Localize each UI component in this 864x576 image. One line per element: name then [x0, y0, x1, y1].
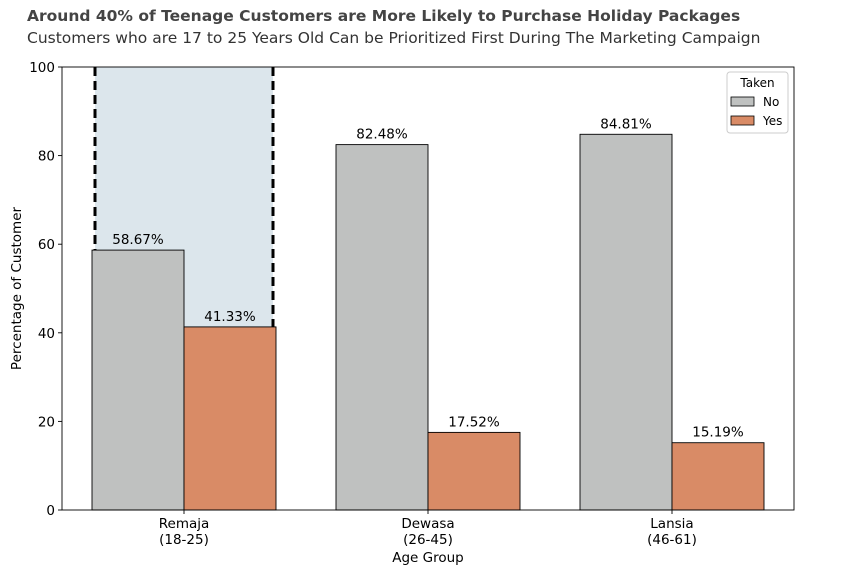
- data-label-no-2: 84.81%: [600, 116, 652, 132]
- y-tick-label-0: 0: [46, 503, 55, 519]
- y-tick-label-1: 20: [38, 414, 55, 430]
- data-label-yes-1: 17.52%: [448, 414, 500, 430]
- bars: [91, 133, 765, 511]
- legend: Taken No Yes: [726, 71, 789, 134]
- bar-no-1: [335, 144, 429, 511]
- axes: 0 20 40 60 80 100 Remaja(18-25) Dewasa(26-45) La…: [9, 60, 795, 566]
- bar-no-2: [579, 133, 673, 511]
- data-label-yes-2: 15.19%: [692, 425, 744, 441]
- x-axis-label: Age Group: [392, 550, 464, 566]
- y-tick-label-4: 80: [38, 149, 55, 165]
- bar-yes-2: [671, 442, 765, 511]
- bar-no-0: [91, 249, 185, 511]
- x-tick-label-2-0: Lansia: [650, 516, 693, 532]
- x-tick-label-1-1: (26-45): [403, 532, 453, 548]
- bar-yes-1: [427, 431, 521, 511]
- x-tick-label-0-0: Remaja: [159, 516, 210, 532]
- data-label-yes-0: 41.33%: [204, 309, 256, 325]
- y-tick-label-2: 40: [38, 326, 55, 342]
- legend-swatch-yes: [730, 115, 755, 126]
- x-tick-label-1-0: Dewasa: [401, 516, 454, 532]
- data-label-no-0: 58.67%: [112, 232, 164, 248]
- x-tick-label-2-1: (46-61): [647, 532, 697, 548]
- data-label-no-1: 82.48%: [356, 127, 408, 143]
- y-tick-label-3: 60: [38, 237, 55, 253]
- y-tick-label-5: 100: [29, 60, 55, 76]
- chart-subtitle: Customers who are 17 to 25 Years Old Can…: [27, 29, 761, 47]
- y-axis-label: Percentage of Customer: [9, 206, 25, 370]
- x-tick-label-0-1: (18-25): [159, 532, 209, 548]
- data-labels: 58.67% 82.48% 84.81% 41.33% 17.52% 15.19%: [112, 116, 744, 440]
- legend-label-yes: Yes: [762, 114, 782, 128]
- legend-title: Taken: [739, 76, 774, 90]
- chart-title: Around 40% of Teenage Customers are More…: [27, 7, 741, 25]
- legend-label-no: No: [763, 95, 779, 109]
- bar-yes-0: [183, 326, 277, 511]
- legend-swatch-no: [730, 96, 755, 107]
